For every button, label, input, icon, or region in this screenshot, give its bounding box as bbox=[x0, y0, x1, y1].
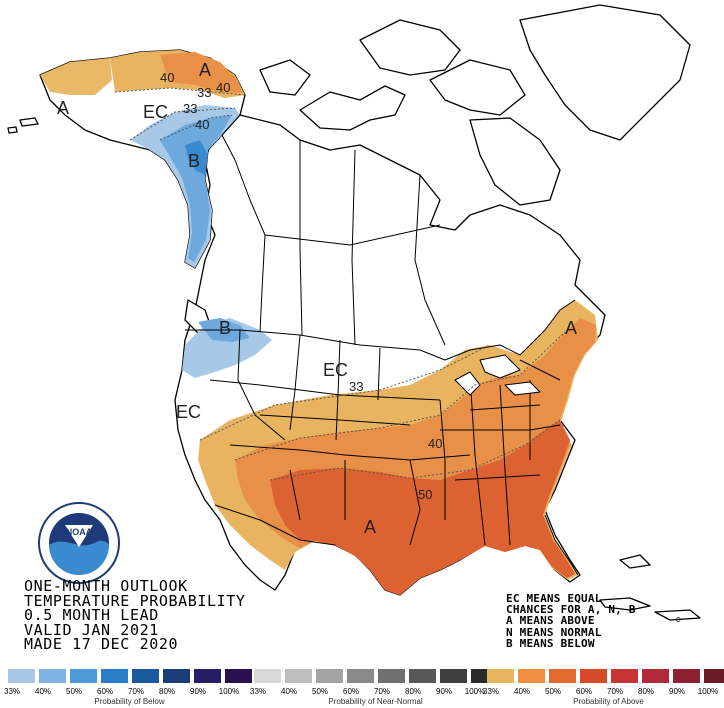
scale-bar-2 bbox=[254, 669, 502, 683]
scale-tick-label: 70% bbox=[127, 687, 145, 696]
scale-swatch bbox=[549, 669, 576, 683]
label-conus-ec-west: EC bbox=[176, 402, 201, 422]
scale-tick-label: 90% bbox=[668, 687, 686, 696]
scale-swatch bbox=[254, 669, 281, 683]
scale-tick-label: 70% bbox=[373, 687, 391, 696]
label-pnw-b: B bbox=[219, 318, 231, 338]
label-conus-50: 50 bbox=[418, 487, 432, 502]
title-line-2: TEMPERATURE PROBABILITY bbox=[24, 591, 246, 610]
scale-title-2: Probability of Near-Normal bbox=[328, 697, 423, 706]
scale-swatch bbox=[673, 669, 700, 683]
legend-line-1: EC MEANS EQUAL bbox=[506, 592, 602, 605]
label-alaska-ec: EC bbox=[143, 102, 168, 122]
map-labels: A 40 40 33 A EC 33 40 B B EC 33 EC 40 50… bbox=[57, 60, 577, 537]
label-alaska-b: B bbox=[188, 151, 200, 171]
pnw-below-33 bbox=[182, 318, 272, 378]
label-conus-ec-north: EC bbox=[323, 360, 348, 380]
caribbean-mark: c bbox=[676, 614, 681, 624]
scale-swatch bbox=[487, 669, 514, 683]
scale-tick-label: 80% bbox=[158, 687, 176, 696]
scale-swatch bbox=[347, 669, 374, 683]
scale-tick-label: 100% bbox=[218, 687, 240, 696]
scale-tick-label: 40% bbox=[513, 687, 531, 696]
scale-tick-label: 33% bbox=[249, 687, 267, 696]
scale-tick-label: 60% bbox=[96, 687, 114, 696]
scale-swatch bbox=[132, 669, 159, 683]
scale-tick-label: 60% bbox=[342, 687, 360, 696]
scale-swatch bbox=[704, 669, 724, 683]
scale-tick-label: 50% bbox=[311, 687, 329, 696]
scale-bar-1 bbox=[8, 669, 256, 683]
scale-tick-label: 80% bbox=[404, 687, 422, 696]
scale-swatch bbox=[163, 669, 190, 683]
probability-contours bbox=[114, 87, 566, 481]
label-alaska-33-orange: 33 bbox=[197, 85, 211, 100]
label-conus-a-south: A bbox=[364, 517, 376, 537]
scale-swatch bbox=[316, 669, 343, 683]
alaska-above-west bbox=[40, 58, 112, 95]
legend-line-3: A MEANS ABOVE bbox=[506, 614, 595, 628]
scale-swatch bbox=[70, 669, 97, 683]
title-line-3: 0.5 MONTH LEAD bbox=[24, 606, 159, 624]
label-conus-33: 33 bbox=[349, 379, 363, 394]
title-line-5: MADE 17 DEC 2020 bbox=[24, 635, 179, 653]
scale-tick-label: 90% bbox=[189, 687, 207, 696]
scale-tick-label: 40% bbox=[34, 687, 52, 696]
scale-swatch bbox=[409, 669, 436, 683]
scale-swatch bbox=[194, 669, 221, 683]
label-alaska-a-north: A bbox=[199, 60, 211, 80]
scale-swatch bbox=[611, 669, 638, 683]
scale-bar-3 bbox=[487, 669, 724, 683]
scale-tick-label: 33% bbox=[3, 687, 21, 696]
scale-title-1: Probability of Below bbox=[94, 697, 165, 706]
title-line-4: VALID JAN 2021 bbox=[24, 620, 159, 639]
alaska-below-50 bbox=[185, 140, 208, 175]
scale-swatch bbox=[101, 669, 128, 683]
scale-tick-label: 60% bbox=[575, 687, 593, 696]
scale-swatch bbox=[39, 669, 66, 683]
label-conus-40: 40 bbox=[428, 436, 442, 451]
legend-line-2: CHANCES FOR A, N, B bbox=[506, 603, 636, 617]
scale-tick-label: 33% bbox=[482, 687, 500, 696]
scale-swatch bbox=[518, 669, 545, 683]
boundary-lines bbox=[185, 94, 579, 576]
scale-tick-label: 50% bbox=[65, 687, 83, 696]
label-conus-a-northeast: A bbox=[565, 318, 577, 338]
label-alaska-a-west: A bbox=[57, 98, 69, 118]
scale-swatch bbox=[225, 669, 252, 683]
scale-tick-label: 50% bbox=[544, 687, 562, 696]
scale-swatch bbox=[642, 669, 669, 683]
scale-tick-label: 70% bbox=[606, 687, 624, 696]
label-alaska-40-right: 40 bbox=[216, 80, 230, 95]
noaa-logo-text: NOAA bbox=[66, 527, 93, 537]
outlook-title-block: ONE-MONTH OUTLOOK TEMPERATURE PROBABILIT… bbox=[24, 579, 246, 652]
noaa-logo: NOAA bbox=[38, 502, 120, 584]
scale-swatch bbox=[8, 669, 35, 683]
scale-swatch bbox=[378, 669, 405, 683]
alaska-below-40 bbox=[160, 115, 232, 262]
scale-tick-label: 40% bbox=[280, 687, 298, 696]
scale-tick-label: 90% bbox=[435, 687, 453, 696]
label-alaska-33-blue: 33 bbox=[183, 101, 197, 116]
scale-tick-label: 100% bbox=[697, 687, 719, 696]
alaska-shading bbox=[40, 50, 272, 378]
label-alaska-40-blue: 40 bbox=[195, 117, 209, 132]
title-line-1: ONE-MONTH OUTLOOK bbox=[24, 577, 188, 595]
legend-line-5: B MEANS BELOW bbox=[506, 636, 595, 650]
legend-line-4: N MEANS NORMAL bbox=[506, 625, 602, 639]
scale-swatch bbox=[285, 669, 312, 683]
above-50-region bbox=[270, 420, 575, 595]
alaska-above-40 bbox=[160, 52, 242, 93]
scale-swatch bbox=[580, 669, 607, 683]
scale-tick-label: 80% bbox=[637, 687, 655, 696]
label-alaska-40-top: 40 bbox=[160, 70, 174, 85]
scale-title-3: Probability of Above bbox=[573, 697, 644, 706]
scale-swatch bbox=[440, 669, 467, 683]
scale-tick-label: 100% bbox=[464, 687, 486, 696]
category-legend: EC MEANS EQUAL CHANCES FOR A, N, B A MEA… bbox=[506, 593, 636, 649]
